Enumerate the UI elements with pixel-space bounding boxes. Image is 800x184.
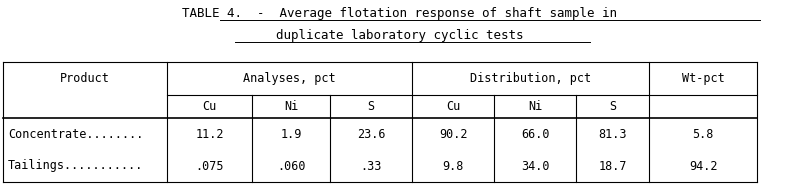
Text: Ni: Ni: [528, 100, 542, 113]
Text: .075: .075: [195, 160, 224, 173]
Text: .060: .060: [277, 160, 306, 173]
Text: 34.0: 34.0: [521, 160, 550, 173]
Text: duplicate laboratory cyclic tests: duplicate laboratory cyclic tests: [276, 29, 524, 42]
Text: .33: .33: [360, 160, 382, 173]
Text: 1.9: 1.9: [280, 128, 302, 141]
Text: Cu: Cu: [202, 100, 217, 113]
Text: S: S: [609, 100, 616, 113]
Text: Concentrate........: Concentrate........: [8, 128, 143, 141]
Text: Distribution, pct: Distribution, pct: [470, 72, 591, 85]
Text: 9.8: 9.8: [442, 160, 464, 173]
Text: 90.2: 90.2: [438, 128, 467, 141]
Text: 23.6: 23.6: [357, 128, 386, 141]
Text: 81.3: 81.3: [598, 128, 626, 141]
Text: S: S: [367, 100, 374, 113]
Text: TABLE 4.  -  Average flotation response of shaft sample in: TABLE 4. - Average flotation response of…: [182, 6, 618, 20]
Text: 18.7: 18.7: [598, 160, 626, 173]
Text: 94.2: 94.2: [689, 160, 718, 173]
Text: 11.2: 11.2: [195, 128, 224, 141]
Text: 5.8: 5.8: [692, 128, 714, 141]
Text: Cu: Cu: [446, 100, 460, 113]
Text: Tailings...........: Tailings...........: [8, 160, 143, 173]
Text: 66.0: 66.0: [521, 128, 550, 141]
Text: Product: Product: [60, 72, 110, 85]
Text: Wt-pct: Wt-pct: [682, 72, 724, 85]
Text: Analyses, pct: Analyses, pct: [243, 72, 336, 85]
Text: Ni: Ni: [284, 100, 298, 113]
